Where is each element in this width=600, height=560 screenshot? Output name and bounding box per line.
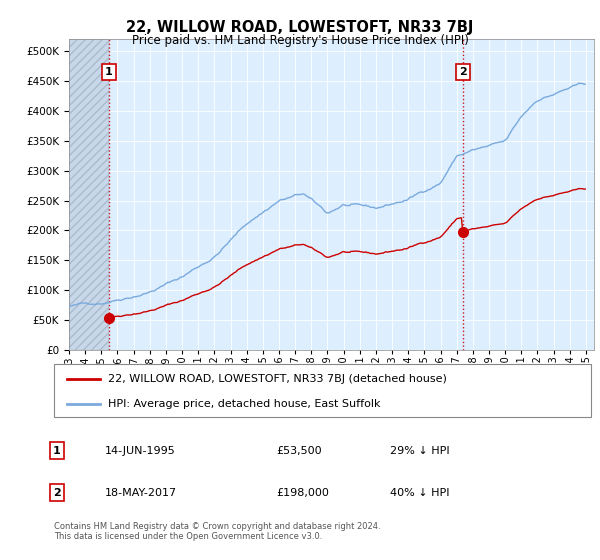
Text: 1: 1 [53, 446, 61, 456]
Bar [69, 39, 109, 350]
FancyBboxPatch shape [54, 364, 591, 417]
Text: 29% ↓ HPI: 29% ↓ HPI [390, 446, 449, 456]
Text: 18-MAY-2017: 18-MAY-2017 [105, 488, 177, 498]
Text: 22, WILLOW ROAD, LOWESTOFT, NR33 7BJ (detached house): 22, WILLOW ROAD, LOWESTOFT, NR33 7BJ (de… [108, 374, 446, 384]
Text: 1: 1 [105, 67, 112, 77]
Text: £198,000: £198,000 [276, 488, 329, 498]
Text: 2: 2 [53, 488, 61, 498]
Text: Contains HM Land Registry data © Crown copyright and database right 2024.
This d: Contains HM Land Registry data © Crown c… [54, 522, 380, 542]
Text: HPI: Average price, detached house, East Suffolk: HPI: Average price, detached house, East… [108, 399, 380, 409]
Text: £53,500: £53,500 [276, 446, 322, 456]
Text: 2: 2 [459, 67, 467, 77]
Text: 14-JUN-1995: 14-JUN-1995 [105, 446, 176, 456]
Text: 40% ↓ HPI: 40% ↓ HPI [390, 488, 449, 498]
Text: 22, WILLOW ROAD, LOWESTOFT, NR33 7BJ: 22, WILLOW ROAD, LOWESTOFT, NR33 7BJ [127, 20, 473, 35]
Text: Price paid vs. HM Land Registry's House Price Index (HPI): Price paid vs. HM Land Registry's House … [131, 34, 469, 46]
